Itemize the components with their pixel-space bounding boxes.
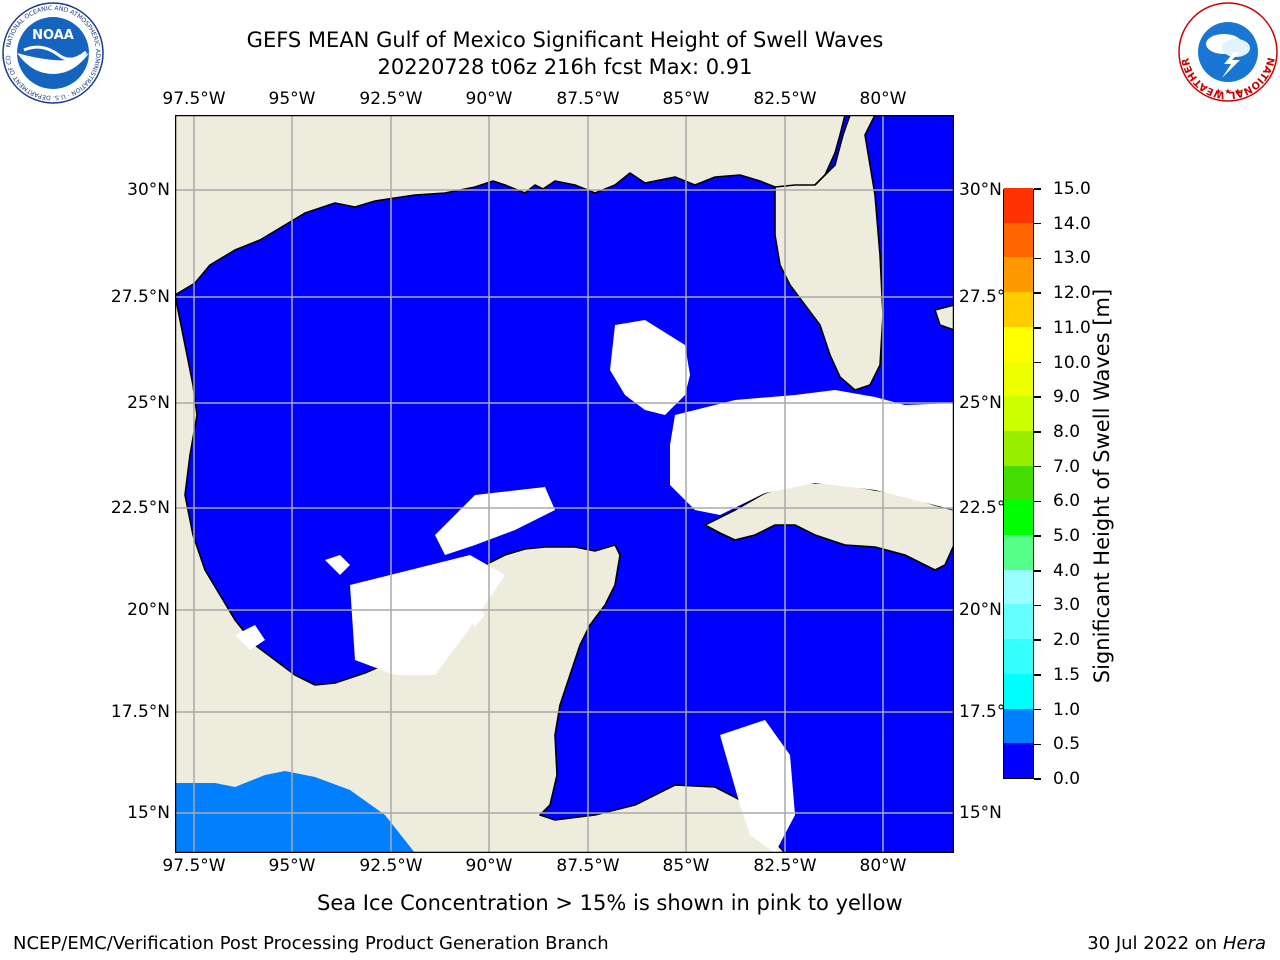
- lat-tick-label-left: 22.5°N: [110, 498, 170, 518]
- colorbar-cell: [1004, 499, 1033, 536]
- colorbar-tick-label: 15.0: [1053, 179, 1091, 199]
- colorbar-cell: [1004, 222, 1033, 258]
- colorbar-tick-mark: [1034, 535, 1041, 537]
- footer-date-text: 30 Jul 2022 on: [1087, 933, 1223, 954]
- colorbar-cell: [1004, 569, 1033, 605]
- colorbar: [1003, 187, 1034, 779]
- sea-ice-note: Sea Ice Concentration > 15% is shown in …: [317, 891, 903, 915]
- lon-tick-label-bottom: 80°W: [859, 856, 907, 876]
- colorbar-tick-mark: [1034, 570, 1041, 572]
- colorbar-tick-label: 1.5: [1053, 664, 1081, 685]
- footer-date: 30 Jul 2022 on Hera: [1087, 933, 1266, 954]
- colorbar-tick-label: 5.0: [1053, 526, 1081, 547]
- colorbar-cell: [1004, 326, 1033, 362]
- chart-subtitle: 20220728 t06z 216h fcst Max: 0.91: [377, 55, 753, 79]
- colorbar-tick-label: 13.0: [1053, 248, 1091, 269]
- lon-tick-label-top: 85°W: [662, 89, 710, 109]
- lat-tick-label-left: 15°N: [127, 803, 170, 823]
- colorbar-tick-mark: [1034, 292, 1041, 294]
- lon-tick-label-bottom: 92.5°W: [359, 856, 423, 876]
- colorbar-cell: [1004, 742, 1033, 778]
- colorbar-tick-mark: [1034, 396, 1041, 398]
- colorbar-cell: [1004, 187, 1033, 223]
- colorbar-cell: [1004, 673, 1033, 709]
- lon-tick-label-top: 80°W: [859, 89, 907, 109]
- colorbar-cell: [1004, 430, 1033, 466]
- map-frame: [174, 114, 955, 854]
- colorbar-tick-mark: [1034, 188, 1041, 190]
- lat-tick-label-left: 30°N: [127, 180, 170, 200]
- colorbar-tick-label: 11.0: [1053, 317, 1091, 338]
- lon-tick-label-top: 92.5°W: [359, 89, 423, 109]
- lat-tick-label-left: 25°N: [127, 393, 170, 413]
- footer-credit: NCEP/EMC/Verification Post Processing Pr…: [13, 933, 609, 954]
- colorbar-tick-label: 9.0: [1053, 387, 1081, 408]
- colorbar-cell: [1004, 395, 1033, 431]
- lon-tick-label-top: 90°W: [465, 89, 513, 109]
- lon-tick-label-top: 95°W: [268, 89, 316, 109]
- colorbar-title: Significant Height of Swell Waves [m]: [1090, 288, 1114, 684]
- colorbar-cell: [1004, 638, 1033, 674]
- lat-tick-label-right: 30°N: [959, 180, 1002, 200]
- colorbar-tick-label: 2.0: [1053, 630, 1081, 651]
- colorbar-tick-mark: [1034, 465, 1041, 468]
- colorbar-tick-label: 8.0: [1053, 421, 1081, 442]
- lon-tick-label-bottom: 82.5°W: [753, 856, 817, 876]
- colorbar-tick-label: 14.0: [1053, 213, 1091, 234]
- lat-tick-label-right: 15°N: [959, 803, 1002, 823]
- svg-text:★ ★ ★: ★ ★ ★: [1215, 87, 1242, 96]
- lat-tick-label-right: 20°N: [959, 600, 1002, 620]
- lat-tick-label-right: 25°N: [959, 393, 1002, 413]
- colorbar-cell: [1004, 465, 1033, 501]
- chart-title: GEFS MEAN Gulf of Mexico Significant Hei…: [246, 28, 884, 52]
- lon-tick-label-bottom: 90°W: [465, 856, 513, 876]
- colorbar-tick-label: 12.0: [1053, 283, 1091, 304]
- colorbar-tick-label: 7.0: [1053, 456, 1081, 477]
- colorbar-tick-label: 3.0: [1053, 595, 1081, 616]
- colorbar-tick-mark: [1034, 500, 1041, 503]
- noaa-logo-text: NOAA: [32, 28, 74, 43]
- colorbar-cell: [1004, 603, 1033, 640]
- colorbar-cell: [1004, 708, 1033, 744]
- colorbar-tick-mark: [1034, 327, 1041, 329]
- colorbar-tick-label: 0.0: [1053, 769, 1081, 789]
- colorbar-tick-mark: [1034, 743, 1041, 746]
- lat-tick-label-left: 20°N: [127, 600, 170, 620]
- colorbar-tick-mark: [1034, 708, 1041, 711]
- lon-tick-label-top: 97.5°W: [162, 89, 226, 109]
- lon-tick-label-bottom: 87.5°W: [556, 856, 620, 876]
- lat-tick-label-left: 17.5°N: [110, 702, 170, 722]
- map-panel: [174, 114, 955, 854]
- lon-tick-label-bottom: 95°W: [268, 856, 316, 876]
- colorbar-cell: [1004, 534, 1033, 570]
- colorbar-tick-mark: [1034, 639, 1041, 641]
- lon-tick-label-top: 82.5°W: [753, 89, 817, 109]
- colorbar-tick-mark: [1034, 431, 1041, 433]
- colorbar-tick-mark: [1034, 674, 1041, 676]
- pacific-swell-band: [175, 771, 415, 853]
- colorbar-tick-label: 0.5: [1053, 734, 1081, 755]
- lat-tick-label-left: 27.5°N: [110, 287, 170, 307]
- colorbar-tick-label: 6.0: [1053, 491, 1081, 512]
- colorbar-cell: [1004, 361, 1033, 397]
- colorbar-tick-label: 1.0: [1053, 699, 1081, 720]
- colorbar-tick-label: 4.0: [1053, 560, 1081, 581]
- colorbar-cell: [1004, 256, 1033, 293]
- colorbar-tick-mark: [1034, 604, 1041, 607]
- noaa-logo: NATIONAL OCEANIC AND ATMOSPHERIC ADMINIS…: [0, 0, 104, 104]
- lon-tick-label-bottom: 85°W: [662, 856, 710, 876]
- colorbar-cell: [1004, 291, 1033, 327]
- lon-tick-label-bottom: 97.5°W: [162, 856, 226, 876]
- colorbar-tick-mark: [1034, 361, 1041, 364]
- colorbar-tick-mark: [1034, 222, 1041, 225]
- colorbar-tick-mark: [1034, 778, 1041, 780]
- nws-logo: NATIONAL WEATHER SERVICE ★ ★ ★: [1174, 0, 1278, 102]
- colorbar-tick-label: 10.0: [1053, 352, 1091, 373]
- colorbar-tick-mark: [1034, 257, 1041, 260]
- lon-tick-label-top: 87.5°W: [556, 89, 620, 109]
- graticule: [175, 115, 954, 853]
- footer-host: Hera: [1222, 933, 1266, 954]
